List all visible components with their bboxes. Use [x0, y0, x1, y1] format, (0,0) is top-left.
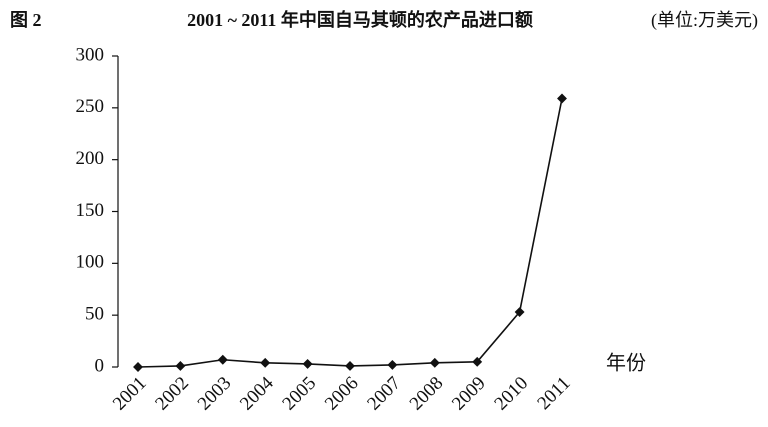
- x-tick-label: 2003: [194, 373, 236, 415]
- data-point: [345, 361, 355, 371]
- data-point: [175, 361, 186, 371]
- chart-title: 2001 ~ 2011 年中国自马其顿的农产品进口额: [187, 9, 533, 30]
- y-tick-label: 250: [76, 96, 105, 117]
- data-point: [557, 93, 567, 104]
- x-tick-label: 2001: [109, 373, 151, 415]
- x-tick-label: 2005: [278, 373, 320, 415]
- y-tick-label: 150: [76, 200, 105, 221]
- data-point: [514, 307, 525, 318]
- data-point: [429, 357, 440, 368]
- x-tick-label: 2011: [533, 373, 574, 414]
- y-tick-label: 200: [76, 148, 105, 169]
- x-tick-label: 2004: [236, 372, 278, 414]
- data-point: [217, 354, 228, 365]
- data-point: [387, 359, 398, 370]
- data-point: [472, 356, 483, 367]
- data-point: [260, 357, 271, 368]
- x-tick-label: 2008: [406, 373, 448, 415]
- x-tick-label: 2002: [151, 373, 193, 415]
- data-point: [133, 362, 143, 372]
- x-tick-label: 2006: [321, 373, 363, 415]
- data-line: [137, 98, 563, 368]
- y-tick-label: 300: [76, 44, 105, 65]
- x-axis-label: 年份: [606, 352, 646, 375]
- y-tick-label: 100: [76, 252, 105, 273]
- x-tick-label: 2009: [448, 373, 490, 415]
- y-tick-label: 50: [85, 304, 104, 325]
- x-tick-label: 2010: [490, 373, 532, 415]
- x-tick-label: 2007: [363, 373, 405, 415]
- data-point: [302, 358, 313, 369]
- y-tick-label: 0: [95, 355, 105, 376]
- figure-label: 图 2: [10, 10, 42, 30]
- unit-note: (单位:万美元): [651, 10, 758, 31]
